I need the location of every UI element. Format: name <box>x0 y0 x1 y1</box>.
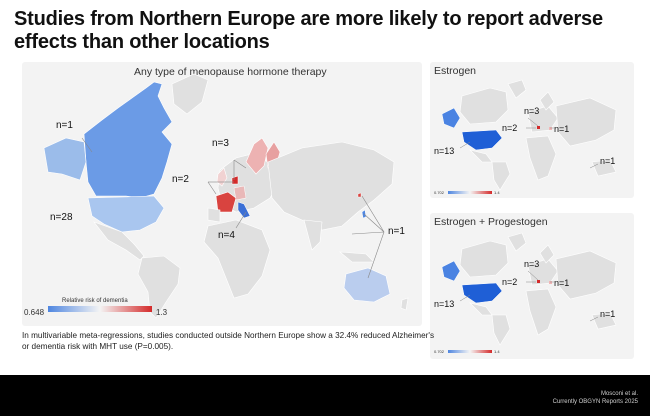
main-label-europe-west: n=2 <box>172 174 189 185</box>
korea <box>357 192 362 198</box>
ep-legend-max: 1.4 <box>494 349 500 354</box>
main-label-canada: n=1 <box>56 120 73 131</box>
main-label-scandinavia: n=3 <box>212 138 229 149</box>
main-label-usa: n=28 <box>50 212 73 223</box>
asia <box>267 141 395 231</box>
ep-label-north: n=3 <box>524 259 539 269</box>
est-legend-bar <box>448 191 492 194</box>
est-label-usa: n=13 <box>434 146 454 156</box>
ep-legend-min: 0.702 <box>434 349 445 354</box>
est-legend-max: 1.4 <box>494 190 500 195</box>
italy <box>237 201 251 219</box>
india <box>303 219 323 251</box>
ep-map-panel: Estrogen + Progestogen n=3 n=2 n=1 n=13 … <box>430 213 634 359</box>
caption: In multivariable meta-regressions, studi… <box>22 331 435 351</box>
citation-journal: Currently OBGYN Reports 2025 <box>552 399 638 405</box>
australia <box>343 267 391 303</box>
alaska <box>43 137 87 181</box>
ep-world-map: n=3 n=2 n=1 n=13 n=1 0.702 1.4 <box>434 232 617 354</box>
main-callout-lines <box>81 137 385 279</box>
ep-legend-bar <box>448 350 492 353</box>
scandinavia <box>245 137 269 175</box>
est-label-asia: n=1 <box>600 156 615 166</box>
estrogen-map-title: Estrogen <box>434 65 477 77</box>
ep-map-title: Estrogen + Progestogen <box>434 216 548 228</box>
ep-label-asia: n=1 <box>600 309 615 319</box>
spain <box>207 207 221 223</box>
main-label-asia-pacific: n=1 <box>388 226 405 237</box>
main-legend-title: Relative risk of dementia <box>62 298 128 304</box>
main-legend-bar <box>48 306 152 312</box>
citation-authors: Mosconi et al. <box>600 391 638 397</box>
main-world-map: n=1 n=3 n=2 n=28 n=4 n=1 Relative risk o… <box>24 73 409 319</box>
ep-label-usa: n=13 <box>434 299 454 309</box>
est-usa <box>461 129 503 151</box>
est-denmark <box>537 126 540 129</box>
south-america <box>137 255 181 319</box>
germany <box>233 185 247 201</box>
indonesia <box>339 251 375 263</box>
est-label-north: n=3 <box>524 106 539 116</box>
estrogen-world-map: n=3 n=2 n=1 n=13 n=1 0.702 1.4 <box>434 79 617 195</box>
greenland <box>171 73 209 115</box>
canada <box>83 81 173 199</box>
main-map-panel: Any type of menopause hormone therapy <box>22 62 422 326</box>
ep-label-east: n=1 <box>554 278 569 288</box>
ep-east-europe <box>549 281 552 284</box>
est-legend-min: 0.702 <box>434 190 445 195</box>
main-label-italy: n=4 <box>218 230 235 241</box>
ep-denmark <box>537 280 540 283</box>
estrogen-map-panel: Estrogen n=3 n=2 n=1 <box>430 62 634 198</box>
main-legend-min: 0.648 <box>24 308 45 317</box>
ep-usa <box>461 282 503 304</box>
est-label-west: n=2 <box>502 123 517 133</box>
est-alaska <box>441 107 461 129</box>
ep-alaska <box>441 260 461 282</box>
new-zealand <box>400 297 409 311</box>
main-legend-max: 1.3 <box>156 308 168 317</box>
usa <box>87 195 165 233</box>
est-label-east: n=1 <box>554 124 569 134</box>
ep-label-west: n=2 <box>502 277 517 287</box>
est-east-europe <box>549 127 552 130</box>
main-map-title: Any type of menopause hormone therapy <box>134 66 327 78</box>
africa <box>203 219 271 299</box>
headline: Studies from Northern Europe are more li… <box>14 8 603 53</box>
footer-bar: Mosconi et al. Currently OBGYN Reports 2… <box>0 375 650 416</box>
